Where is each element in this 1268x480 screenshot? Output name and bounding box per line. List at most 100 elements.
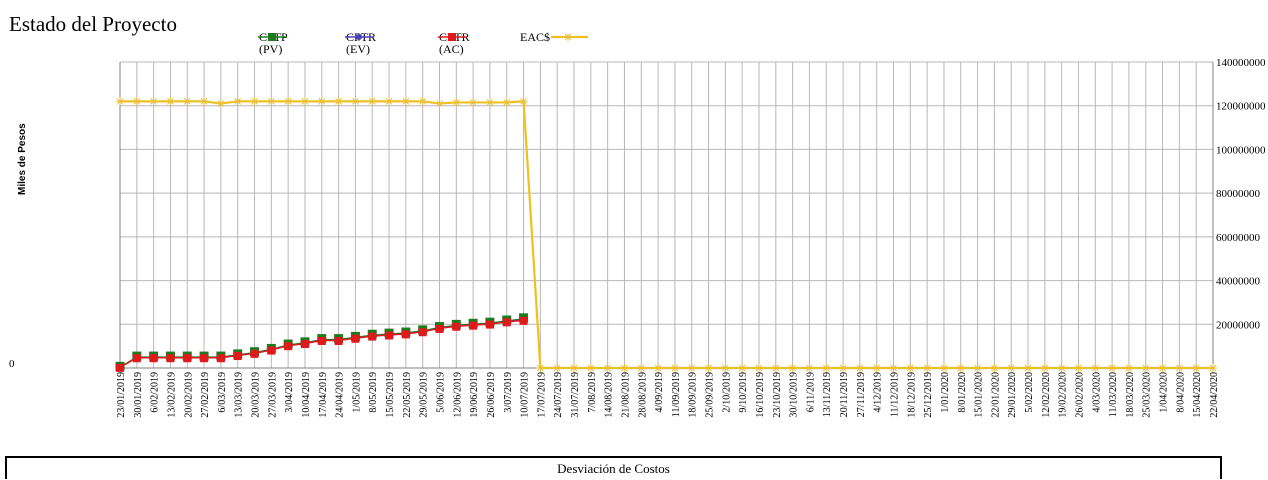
data-point-eac — [300, 97, 309, 106]
data-point-eac — [435, 99, 444, 108]
right-axis-tick-label: 100000000 — [1216, 144, 1266, 156]
data-point-eac — [1024, 364, 1033, 372]
data-point-eac — [418, 97, 427, 106]
x-tick-label: 11/09/2019 — [671, 372, 682, 417]
data-point-eac — [401, 97, 410, 106]
x-tick-label: 26/02/2020 — [1074, 372, 1085, 418]
x-tick-label: 6/03/2019 — [217, 372, 228, 413]
data-point-eac — [956, 364, 965, 372]
data-point-eac — [603, 364, 612, 372]
data-point-ac — [519, 316, 528, 325]
data-point-eac — [637, 364, 646, 372]
data-point-ac — [166, 354, 175, 363]
left-axis-zero-label: 0 — [9, 358, 15, 370]
data-point-eac — [317, 97, 326, 106]
x-tick-label: 28/08/2019 — [637, 372, 648, 418]
x-tick-label: 7/08/2019 — [587, 372, 598, 413]
data-point-eac — [973, 364, 982, 372]
data-point-eac — [1192, 364, 1201, 372]
data-point-eac — [839, 364, 848, 372]
data-point-eac — [368, 97, 377, 106]
x-tick-label: 23/10/2019 — [772, 372, 783, 418]
x-tick-label: 22/05/2019 — [402, 372, 413, 418]
data-point-ac — [267, 346, 276, 355]
data-point-eac — [116, 97, 124, 106]
data-point-eac — [754, 364, 763, 372]
x-tick-label: 12/02/2020 — [1041, 372, 1052, 418]
x-tick-label: 19/02/2020 — [1058, 372, 1069, 418]
data-point-ac — [200, 354, 209, 363]
x-tick-label: 4/09/2019 — [654, 372, 665, 413]
data-point-eac — [1175, 364, 1184, 372]
data-point-eac — [250, 97, 259, 106]
data-point-eac — [990, 364, 999, 372]
chart-title: Estado del Proyecto — [9, 12, 177, 36]
x-tick-label: 8/01/2020 — [957, 372, 968, 413]
data-point-ac — [452, 322, 461, 331]
x-tick-label: 29/01/2020 — [1007, 372, 1018, 418]
right-axis-tick-label: 20000000 — [1216, 319, 1261, 331]
data-point-eac — [805, 364, 814, 372]
series-line-eac — [120, 100, 1213, 370]
data-point-eac — [216, 99, 225, 108]
x-tick-label: 2/10/2019 — [721, 372, 732, 413]
data-point-eac — [132, 97, 141, 106]
x-tick-label: 27/02/2019 — [200, 372, 211, 418]
x-tick-label: 15/04/2020 — [1192, 372, 1203, 418]
x-tick-label: 3/04/2019 — [284, 372, 295, 413]
x-tick-label: 8/05/2019 — [368, 372, 379, 413]
x-tick-label: 24/04/2019 — [335, 372, 346, 418]
data-point-eac — [1108, 364, 1117, 372]
x-tick-label: 27/11/2019 — [856, 372, 867, 417]
x-tick-label: 25/12/2019 — [923, 372, 934, 418]
x-tick-label: 20/03/2019 — [251, 372, 262, 418]
data-point-eac — [385, 97, 394, 106]
data-point-eac — [149, 97, 158, 106]
data-point-ac — [132, 354, 141, 363]
x-tick-label: 10/04/2019 — [301, 372, 312, 418]
data-point-ac — [183, 354, 192, 363]
x-tick-label: 1/05/2019 — [351, 372, 362, 413]
data-point-ac — [368, 332, 377, 341]
x-tick-label: 17/04/2019 — [318, 372, 329, 418]
x-tick-label: 26/06/2019 — [486, 372, 497, 418]
x-tick-label: 4/03/2020 — [1091, 372, 1102, 413]
data-point-eac — [469, 98, 478, 107]
data-point-eac — [788, 364, 797, 372]
data-point-eac — [872, 364, 881, 372]
x-tick-label: 13/03/2019 — [234, 372, 245, 418]
data-point-ac — [250, 349, 259, 358]
x-tick-label: 5/06/2019 — [435, 372, 446, 413]
x-tick-label: 4/12/2019 — [873, 372, 884, 413]
cost-deviation-title: Desviación de Costos — [557, 461, 670, 476]
x-tick-label: 8/04/2020 — [1175, 372, 1186, 413]
data-point-ac — [385, 331, 394, 340]
x-tick-label: 29/05/2019 — [419, 372, 430, 418]
data-point-eac — [452, 98, 461, 107]
x-tick-label: 13/11/2019 — [822, 372, 833, 417]
data-point-eac — [1141, 364, 1150, 372]
project-status-chart: Estado del Proyecto CPTP (PV) CPTR (EV) … — [9, 12, 1266, 418]
x-tick-label: 24/07/2019 — [553, 372, 564, 418]
data-point-eac — [855, 364, 864, 372]
x-tick-label: 5/02/2020 — [1024, 372, 1035, 413]
x-tick-label: 12/06/2019 — [452, 372, 463, 418]
x-tick-label: 21/08/2019 — [620, 372, 631, 418]
x-tick-label: 15/01/2020 — [974, 372, 985, 418]
x-tick-label: 15/05/2019 — [385, 372, 396, 418]
x-tick-label: 17/07/2019 — [536, 372, 547, 418]
data-point-ac — [149, 354, 158, 363]
legend-swatch-marker-eac — [564, 33, 572, 41]
data-point-eac — [906, 364, 915, 372]
data-point-eac — [889, 364, 898, 372]
legend-sub-pv: (PV) — [259, 42, 283, 56]
x-tick-label: 6/02/2019 — [150, 372, 161, 413]
x-tick-label: 25/03/2020 — [1142, 372, 1153, 418]
data-point-eac — [334, 97, 343, 106]
x-tick-label: 1/04/2020 — [1159, 372, 1170, 413]
x-tick-label: 18/03/2020 — [1125, 372, 1136, 418]
x-tick-label: 13/02/2019 — [166, 372, 177, 418]
data-point-eac — [485, 98, 494, 107]
legend-swatch-marker-ev — [355, 33, 363, 41]
right-axis-tick-label: 80000000 — [1216, 188, 1261, 200]
